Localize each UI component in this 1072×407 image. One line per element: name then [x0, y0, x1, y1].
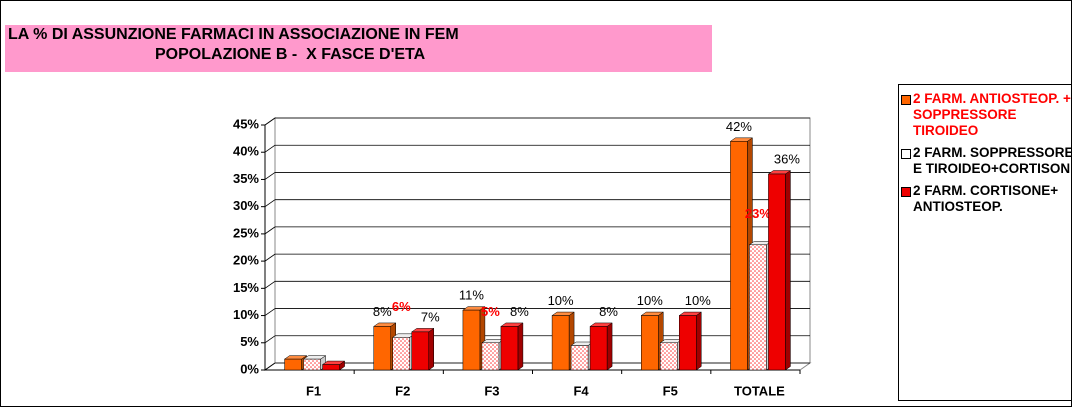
data-label: 8% [510, 304, 529, 319]
data-label: 10% [637, 293, 663, 308]
data-label: 23% [745, 206, 771, 221]
bar [660, 342, 678, 371]
grid-side [264, 144, 276, 153]
bar [322, 364, 340, 371]
grid-side [264, 281, 276, 289]
grid-side [264, 199, 276, 207]
legend-label: 2 FARM. ANTIOSTEOP. + SOPPRESSORE TIROID… [913, 91, 1071, 138]
bar [392, 337, 410, 371]
y-tick-label: 25% [233, 225, 259, 240]
chart-subtitle: POPOLAZIONE B - X FASCE D'ETA [155, 46, 426, 63]
bar [570, 345, 589, 371]
bar [768, 173, 786, 371]
y-tick-label: 35% [233, 171, 259, 186]
data-label: 8% [599, 304, 618, 319]
grid-side [264, 172, 276, 180]
data-label: 7% [421, 309, 440, 324]
bar [462, 309, 481, 371]
x-tick-label: F2 [395, 383, 410, 398]
data-label: 42% [726, 119, 752, 134]
legend-label: 2 FARM. CORTISONE+ ANTIOSTEOP. [913, 183, 1059, 214]
bar [500, 326, 519, 371]
bar [481, 342, 500, 371]
grid-side [264, 117, 276, 126]
bar-side [696, 311, 702, 371]
legend-entry: 2 FARM. ANTIOSTEOP. + SOPPRESSORE TIROID… [899, 91, 1072, 139]
bar [411, 331, 429, 371]
bar [730, 141, 748, 371]
data-label: 11% [459, 288, 484, 303]
y-tick-label: 45% [233, 116, 259, 131]
x-tick-label: F1 [306, 383, 321, 398]
legend-entry: 2 FARM. CORTISONE+ ANTIOSTEOP. [899, 183, 1072, 215]
data-label: 10% [685, 293, 711, 308]
bar [551, 315, 570, 371]
x-tick-label: F5 [663, 383, 678, 398]
back-panel [274, 117, 811, 364]
grid-side [264, 308, 276, 316]
y-tick-label: 15% [233, 280, 259, 295]
chart-title: LA % DI ASSUNZIONE FARMACI IN ASSOCIAZIO… [8, 26, 459, 43]
x-tick-label: F3 [484, 383, 499, 398]
legend: 2 FARM. ANTIOSTEOP. + SOPPRESSORE TIROID… [898, 84, 1072, 401]
grid-side [264, 362, 276, 371]
y-tick-label: 5% [240, 334, 259, 349]
legend-entry: 2 FARM. SOPPRESSORE E TIROIDEO+CORTISONE [899, 145, 1072, 177]
data-label: 5% [481, 304, 500, 319]
legend-swatch [901, 149, 911, 159]
back-wall [264, 117, 276, 371]
bar-side [606, 322, 613, 371]
title-box: LA % DI ASSUNZIONE FARMACI IN ASSOCIAZIO… [5, 25, 712, 72]
bar [749, 244, 767, 371]
y-tick-label: 20% [233, 253, 259, 268]
data-label: 10% [548, 293, 574, 308]
bar-side [785, 170, 791, 371]
bar [284, 358, 302, 371]
data-label: 6% [392, 299, 411, 314]
bar [303, 358, 321, 371]
grid-side [264, 335, 276, 344]
grid-side [264, 226, 276, 235]
floor [263, 362, 812, 371]
bar [589, 326, 608, 371]
y-tick-label: 40% [233, 144, 259, 159]
bar-side [428, 327, 434, 371]
legend-swatch [901, 187, 911, 197]
y-tick-label: 10% [233, 307, 259, 322]
bar [641, 315, 659, 371]
legend-swatch [901, 95, 911, 105]
legend-label: 2 FARM. SOPPRESSORE E TIROIDEO+CORTISONE [913, 145, 1072, 176]
y-tick-label: 30% [233, 198, 259, 213]
x-tick-label: F4 [573, 383, 589, 398]
data-label: 8% [373, 304, 392, 319]
grid-side [264, 253, 276, 262]
bar [679, 315, 697, 371]
data-label: 36% [774, 151, 800, 166]
x-tick-label: TOTALE [734, 383, 785, 398]
bar-side [517, 322, 524, 371]
y-tick-label: 0% [240, 361, 259, 376]
bar [373, 326, 391, 371]
